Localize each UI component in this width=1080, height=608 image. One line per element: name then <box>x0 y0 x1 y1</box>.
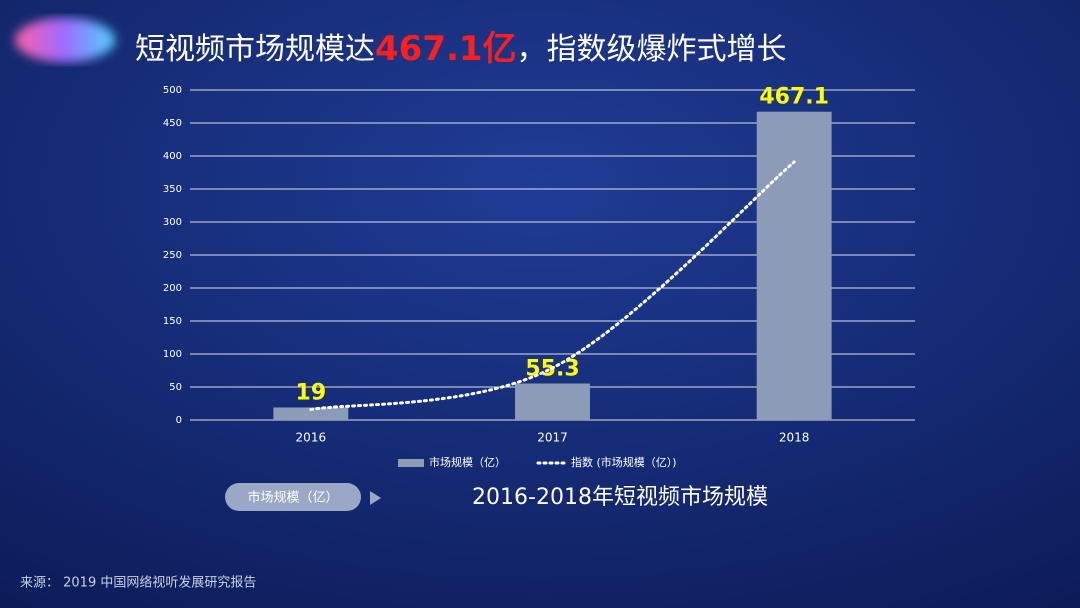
y-tick-label: 0 <box>176 415 182 426</box>
y-tick-label: 350 <box>163 184 182 195</box>
y-tick-label: 50 <box>169 382 182 393</box>
y-tick-label: 200 <box>163 283 182 294</box>
data-label: 19 <box>296 380 327 405</box>
chart: 0501001502002503003504004505001955.3467.… <box>163 85 915 469</box>
y-tick-label: 150 <box>163 316 182 327</box>
arrow <box>370 491 381 505</box>
source: 来源： 2019 中国网络视听发展研究报告 <box>20 575 256 591</box>
y-tick-label: 300 <box>163 217 182 228</box>
y-tick-label: 400 <box>163 151 182 162</box>
x-tick-label: 2016 <box>296 431 327 445</box>
slide-title: 短视频市场规模达467.1亿，指数级爆炸式增长 <box>135 29 787 69</box>
x-tick-label: 2018 <box>779 431 810 445</box>
legend-label: 市场规模（亿） <box>429 455 506 469</box>
decor-blob <box>15 18 115 62</box>
y-tick-label: 100 <box>163 349 182 360</box>
title-prefix: 短视频市场规模达 <box>135 32 375 67</box>
title-suffix: ，指数级爆炸式增长 <box>517 32 787 67</box>
button[interactable] <box>225 483 361 511</box>
y-tick-label: 500 <box>163 85 182 96</box>
trend-line <box>309 160 796 412</box>
x-tick-label: 2017 <box>537 431 568 445</box>
title-highlight: 467.1亿 <box>375 29 517 69</box>
legend-label: 指数 (市场规模（亿）) <box>571 455 677 469</box>
bar <box>756 111 832 421</box>
y-tick-label: 450 <box>163 118 182 129</box>
data-label: 467.1 <box>759 85 829 110</box>
legend-swatch <box>398 459 424 467</box>
bar <box>515 383 590 420</box>
button-label[interactable]: 市场规模（亿） <box>247 490 338 506</box>
bar <box>273 407 349 420</box>
y-tick-label: 250 <box>163 250 182 261</box>
caption: 2016-2018年短视频市场规模 <box>472 485 768 510</box>
